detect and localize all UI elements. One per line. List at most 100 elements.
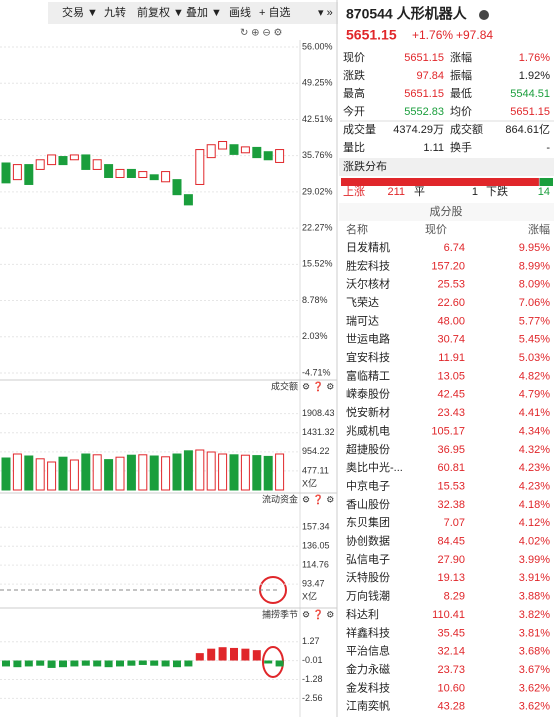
stock-cell: 157.20 (431, 260, 465, 272)
stock-name[interactable]: 嵘泰股份 (346, 387, 390, 401)
candle (1, 162, 11, 184)
stock-cell: 19.13 (437, 572, 465, 584)
candle (24, 164, 34, 185)
info-icon[interactable] (479, 10, 489, 20)
toolbar-icons[interactable]: ↻ ⊕ ⊖ ⚙ (240, 28, 282, 39)
candle (12, 164, 22, 181)
stock-name[interactable]: 日发精机 (346, 240, 390, 254)
stock-cell: 43.28 (437, 701, 465, 713)
toolbar-button[interactable]: + 自选 (259, 6, 290, 19)
stock-name[interactable]: 悦安新材 (346, 405, 390, 419)
season-bar (195, 653, 204, 661)
toolbar-button[interactable]: 叠加 ▼ (186, 6, 222, 19)
stock-cell: 5.45% (519, 334, 550, 346)
season-bar (127, 660, 136, 666)
y-tick-label: 477.11 (302, 465, 329, 475)
quote-value: 5552.83 (404, 106, 444, 118)
stock-name[interactable]: 东贝集团 (346, 515, 390, 529)
candle (115, 168, 125, 178)
toolbar-bg (48, 2, 338, 24)
stock-name[interactable]: 富临精工 (346, 368, 390, 382)
volume-bar (275, 453, 285, 491)
stock-cell: 4.23% (519, 480, 550, 492)
quote-label: 成交额 (450, 122, 483, 136)
toolbar-button[interactable]: 前复权 ▼ (137, 5, 184, 19)
stock-cell: 48.00 (437, 315, 465, 327)
candle (58, 156, 68, 166)
stock-cell: 105.17 (431, 425, 465, 437)
stock-cell: 27.90 (437, 554, 465, 566)
stock-name[interactable]: 金力永磁 (346, 662, 390, 676)
stock-cell: 36.95 (437, 444, 465, 456)
toolbar-button[interactable]: 九转 (104, 5, 126, 19)
stock-cell: 11.91 (438, 352, 465, 364)
stock-cell: 4.18% (519, 499, 550, 511)
y-tick-label: 35.76% (302, 150, 333, 160)
section-title: 成分股 (430, 205, 463, 218)
volume-bar (104, 459, 114, 491)
stock-name[interactable]: 兆威机电 (346, 423, 390, 437)
volume-bar (115, 456, 125, 491)
stock-name[interactable]: 协创数据 (346, 534, 390, 548)
stock-cell: 8.09% (519, 279, 550, 291)
volume-bar (138, 454, 148, 491)
toolbar-button[interactable]: 画线 (229, 5, 251, 19)
toolbar-button[interactable]: 交易 ▼ (62, 5, 98, 19)
stock-name[interactable]: 沃特股份 (346, 570, 390, 584)
season-bar (230, 647, 238, 661)
stock-name[interactable]: 金发科技 (346, 680, 390, 694)
y-tick-label: 8.78% (302, 295, 328, 305)
change: +97.84 (456, 28, 493, 42)
stock-name[interactable]: 江南奕帆 (346, 699, 390, 713)
stock-name[interactable]: 科达利 (346, 607, 379, 621)
stock-name[interactable]: 奥比中光-... (346, 460, 403, 474)
y-tick-label: 56.00% (302, 41, 333, 51)
quote-label: 振幅 (450, 68, 472, 82)
stock-name[interactable]: 超捷股份 (346, 442, 390, 456)
panel-icons[interactable]: ⚙ ❓ ⚙ (302, 608, 334, 619)
stock-cell: 10.60 (437, 682, 465, 694)
panel-title: 捕捞季节 (262, 608, 298, 619)
season-bar (241, 648, 250, 661)
candle (161, 171, 171, 183)
season-bar (13, 660, 22, 668)
stock-name[interactable]: 胜宏科技 (346, 258, 390, 272)
stock-name[interactable]: 瑞可达 (346, 313, 379, 327)
stock-name[interactable]: 中京电子 (346, 478, 390, 492)
y-tick-label: -1.28 (302, 674, 323, 684)
stock-cell: 4.82% (519, 370, 550, 382)
volume-bar (195, 449, 205, 491)
stock-cell: 15.53 (437, 480, 465, 492)
quote-value: 97.84 (416, 70, 444, 82)
stock-name[interactable]: 香山股份 (346, 498, 390, 511)
y-tick-label: -4.71% (302, 367, 331, 377)
panel-icons[interactable]: ⚙ ❓ ⚙ (302, 493, 334, 504)
volume-bar (172, 453, 182, 491)
panel-icons[interactable]: ⚙ ❓ ⚙ (302, 380, 334, 391)
stock-cell: 8.29 (444, 591, 465, 603)
season-bar (2, 660, 10, 667)
stock-name[interactable]: 弘信电子 (346, 553, 390, 566)
stock-name[interactable]: 平治信息 (346, 644, 390, 658)
stock-name[interactable]: 沃尔核材 (346, 277, 390, 291)
stock-name[interactable]: 宜安科技 (346, 350, 390, 364)
toolbar-more[interactable]: ▾ » (318, 7, 333, 19)
change-pct: +1.76% (412, 28, 453, 42)
stock-name[interactable]: 飞荣达 (346, 296, 379, 309)
candle (126, 168, 136, 178)
season-bar (207, 648, 216, 661)
stock-name[interactable]: 祥鑫科技 (346, 625, 390, 639)
stock-cell: 3.81% (519, 627, 550, 639)
candle (229, 144, 239, 155)
candle (275, 149, 285, 163)
y-tick-label: 22.27% (302, 222, 333, 232)
season-bar (81, 660, 90, 666)
flat-bar (538, 178, 540, 186)
stock-name[interactable]: 世运电路 (346, 333, 390, 346)
stock-cell: 42.45 (437, 389, 465, 401)
y-tick-label: 15.52% (302, 259, 333, 269)
stock-name[interactable]: 万向钱潮 (346, 589, 390, 603)
unit: X亿 (302, 477, 317, 488)
stock-cell: 110.41 (432, 609, 465, 621)
season-bar (264, 660, 273, 664)
